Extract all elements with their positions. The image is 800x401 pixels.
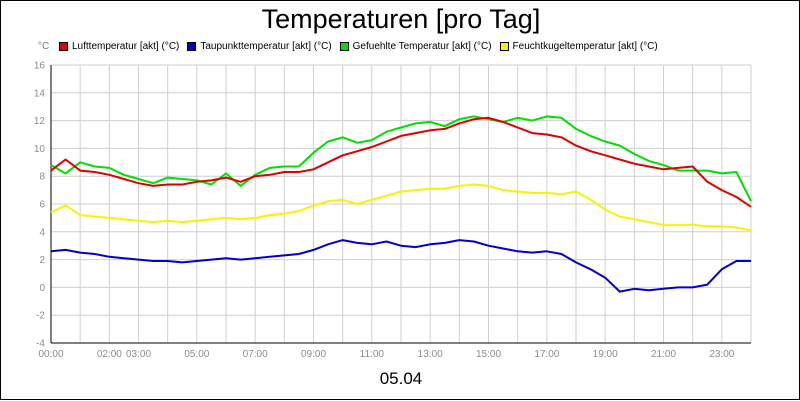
y-tick-label: 10 (34, 144, 46, 155)
x-tick-label: 17:00 (534, 349, 559, 360)
y-axis-unit: °C (38, 41, 50, 52)
y-tick-label: 2 (39, 255, 45, 266)
legend-item: Gefuehlte Temperatur [akt] (°C) (339, 39, 492, 53)
x-tick-label: 07:00 (243, 349, 268, 360)
x-tick-label: 23:00 (709, 349, 734, 360)
x-tick-label: 19:00 (593, 349, 618, 360)
legend-label: Feuchtkugeltemperatur [akt] (°C) (512, 40, 658, 52)
x-axis-caption: 05.04 (379, 369, 423, 388)
y-tick-label: -2 (36, 311, 45, 322)
y-tick-label: 16 (34, 61, 46, 72)
legend-swatch (59, 41, 68, 51)
x-tick-label: 11:00 (360, 349, 385, 360)
legend-item: Taupunkttemperatur [akt] (°C) (187, 39, 332, 53)
y-tick-label: 12 (34, 116, 46, 127)
series-line-3 (50, 183, 752, 232)
legend-item: Feuchtkugeltemperatur [akt] (°C) (499, 39, 658, 53)
legend-label: Gefuehlte Temperatur [akt] (°C) (352, 40, 492, 52)
y-tick-label: 6 (39, 200, 45, 211)
x-tick-label: 00:00 (38, 349, 63, 360)
x-tick-label: 05:00 (184, 349, 209, 360)
legend-item: Lufttemperatur [akt] (°C) (59, 39, 179, 53)
x-tick-label: 09:00 (301, 349, 326, 360)
y-tick-label: 8 (39, 172, 45, 183)
y-tick-label: 14 (34, 88, 46, 99)
legend-swatch (339, 41, 349, 51)
chart-title: Temperaturen [pro Tag] (261, 4, 541, 34)
legend-swatch (187, 41, 197, 51)
chart-legend: Lufttemperatur [akt] (°C) Taupunkttempera… (59, 39, 658, 53)
y-tick-label: 0 (39, 283, 45, 294)
x-tick-label: 13:00 (418, 349, 443, 360)
series-line-1 (50, 239, 751, 293)
x-tick-label: 03:00 (126, 349, 151, 360)
x-tick-label: 15:00 (476, 349, 501, 360)
legend-label: Lufttemperatur [akt] (°C) (72, 40, 180, 52)
series-line-2 (50, 115, 752, 202)
legend-swatch (499, 41, 509, 51)
y-tick-label: -4 (36, 339, 45, 350)
x-tick-label: 02:00 (97, 349, 122, 360)
y-tick-label: 4 (39, 227, 45, 238)
x-tick-label: 21:00 (651, 349, 676, 360)
series-line-0 (50, 116, 752, 208)
legend-label: Taupunkttemperatur [akt] (°C) (200, 40, 332, 52)
